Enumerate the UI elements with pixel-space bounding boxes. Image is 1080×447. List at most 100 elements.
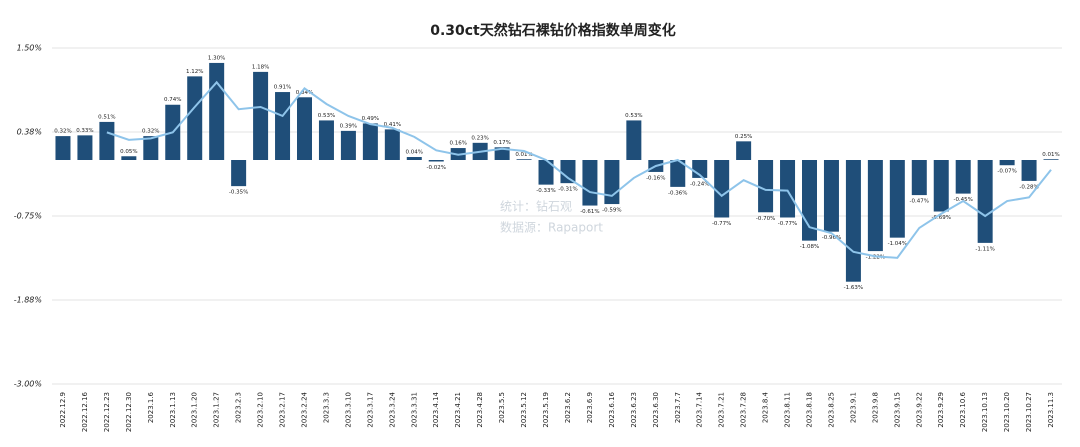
- data-label: 0.17%: [493, 140, 510, 146]
- x-tick-label: 2023.3.24: [388, 391, 396, 427]
- x-tick-label: 2023.6.9: [586, 392, 594, 423]
- x-tick-label: 2023.1.27: [213, 392, 221, 428]
- bar: [604, 160, 620, 205]
- x-tick-label: 2022.12.16: [81, 391, 89, 432]
- data-label: 0.51%: [98, 114, 115, 120]
- data-label: 0.39%: [340, 123, 357, 129]
- data-label: -1.63%: [844, 285, 863, 291]
- data-label: 1.30%: [208, 55, 225, 61]
- x-tick-label: 2023.2.10: [257, 392, 265, 428]
- bar: [318, 120, 334, 160]
- bar: [538, 160, 554, 185]
- x-tick-label: 2023.3.3: [322, 392, 330, 423]
- x-tick-label: 2023.5.19: [542, 392, 550, 428]
- data-label: 0.32%: [142, 129, 159, 135]
- data-label: -1.22%: [866, 255, 885, 261]
- data-label: -0.07%: [997, 169, 1016, 175]
- x-tick-label: 2023.1.13: [169, 392, 177, 428]
- bar: [780, 160, 796, 218]
- data-label: -0.31%: [558, 187, 577, 193]
- data-label: 0.41%: [384, 122, 401, 128]
- bar: [977, 160, 993, 243]
- data-label: -0.02%: [427, 165, 446, 171]
- bar: [670, 160, 686, 187]
- bar: [77, 135, 93, 160]
- x-tick-label: 2023.6.16: [608, 391, 616, 427]
- bar: [823, 160, 839, 232]
- data-label: 0.32%: [54, 129, 71, 135]
- data-label: -0.69%: [932, 215, 951, 221]
- bar: [955, 160, 971, 194]
- x-tick-label: 2023.8.11: [784, 392, 792, 428]
- data-label: -0.77%: [778, 221, 797, 227]
- x-tick-label: 2022.12.9: [59, 392, 67, 428]
- watermark: 数据源：Rapaport: [500, 220, 603, 235]
- data-label: -0.77%: [712, 221, 731, 227]
- y-tick-label: 1.50%: [17, 44, 42, 53]
- bar: [99, 121, 115, 160]
- x-tick-label: 2023.3.31: [410, 392, 418, 428]
- x-tick-label: 2023.2.17: [279, 392, 287, 428]
- data-label: -0.96%: [822, 235, 841, 241]
- x-tick-label: 2023.9.22: [915, 392, 923, 428]
- y-tick-label: 0.38%: [17, 128, 42, 137]
- x-tick-label: 2023.10.20: [1003, 392, 1011, 432]
- bar: [362, 123, 378, 160]
- data-label: 0.33%: [76, 128, 93, 134]
- bar: [55, 136, 71, 160]
- y-tick-label: -3.00%: [14, 380, 42, 389]
- x-tick-label: 2023.10.27: [1025, 392, 1033, 432]
- x-tick-label: 2023.4.21: [454, 392, 462, 428]
- data-label: 0.05%: [120, 149, 137, 155]
- x-tick-label: 2023.11.3: [1047, 392, 1055, 428]
- data-label: -0.70%: [756, 216, 775, 222]
- bar: [340, 130, 356, 160]
- x-tick-label: 2023.6.30: [652, 392, 660, 428]
- bar: [626, 120, 642, 160]
- data-label: 0.84%: [296, 90, 313, 96]
- line: [106, 80, 1052, 259]
- data-label: 0.53%: [625, 113, 642, 119]
- x-tick-label: 2023.2.3: [235, 392, 243, 423]
- data-label: 1.18%: [252, 64, 269, 70]
- bar: [933, 160, 949, 212]
- bar: [516, 159, 532, 160]
- data-label: -1.11%: [975, 246, 994, 252]
- data-label: 0.53%: [318, 113, 335, 119]
- data-label: 1.12%: [186, 69, 203, 75]
- x-tick-label: 2023.9.1: [849, 392, 857, 423]
- data-label: 0.01%: [1042, 152, 1059, 158]
- data-label: -0.35%: [229, 190, 248, 196]
- x-tick-label: 2023.5.12: [520, 392, 528, 428]
- data-label: -0.47%: [910, 199, 929, 205]
- bar: [1021, 160, 1037, 181]
- data-label: -0.33%: [536, 188, 555, 194]
- x-tick-label: 2022.12.23: [103, 392, 111, 432]
- bar: [231, 160, 247, 187]
- data-label: 0.74%: [164, 97, 181, 103]
- data-label: -0.16%: [646, 175, 665, 181]
- x-tick-label: 2023.3.10: [344, 392, 352, 428]
- bar: [253, 71, 269, 160]
- bar: [911, 160, 927, 196]
- x-tick-label: 2023.3.17: [366, 392, 374, 428]
- data-label: -1.04%: [888, 241, 907, 247]
- bar: [999, 160, 1015, 166]
- x-tick-label: 2023.7.28: [740, 392, 748, 428]
- bar: [845, 160, 861, 282]
- x-tick-label: 2023.9.29: [937, 392, 945, 428]
- data-label: 0.04%: [406, 150, 423, 156]
- data-label: -0.36%: [668, 190, 687, 196]
- x-tick-label: 2023.9.15: [893, 392, 901, 428]
- x-tick-label: 2023.10.6: [959, 391, 967, 427]
- bar: [889, 160, 905, 238]
- x-tick-label: 2023.1.6: [147, 391, 155, 423]
- x-tick-label: 2023.1.20: [191, 392, 199, 428]
- bar: [758, 160, 774, 213]
- data-label: 0.91%: [274, 85, 291, 91]
- x-tick-label: 2023.2.24: [301, 391, 309, 427]
- data-label: 0.49%: [362, 116, 379, 122]
- bar: [736, 141, 752, 160]
- x-tick-label: 2023.6.2: [564, 392, 572, 423]
